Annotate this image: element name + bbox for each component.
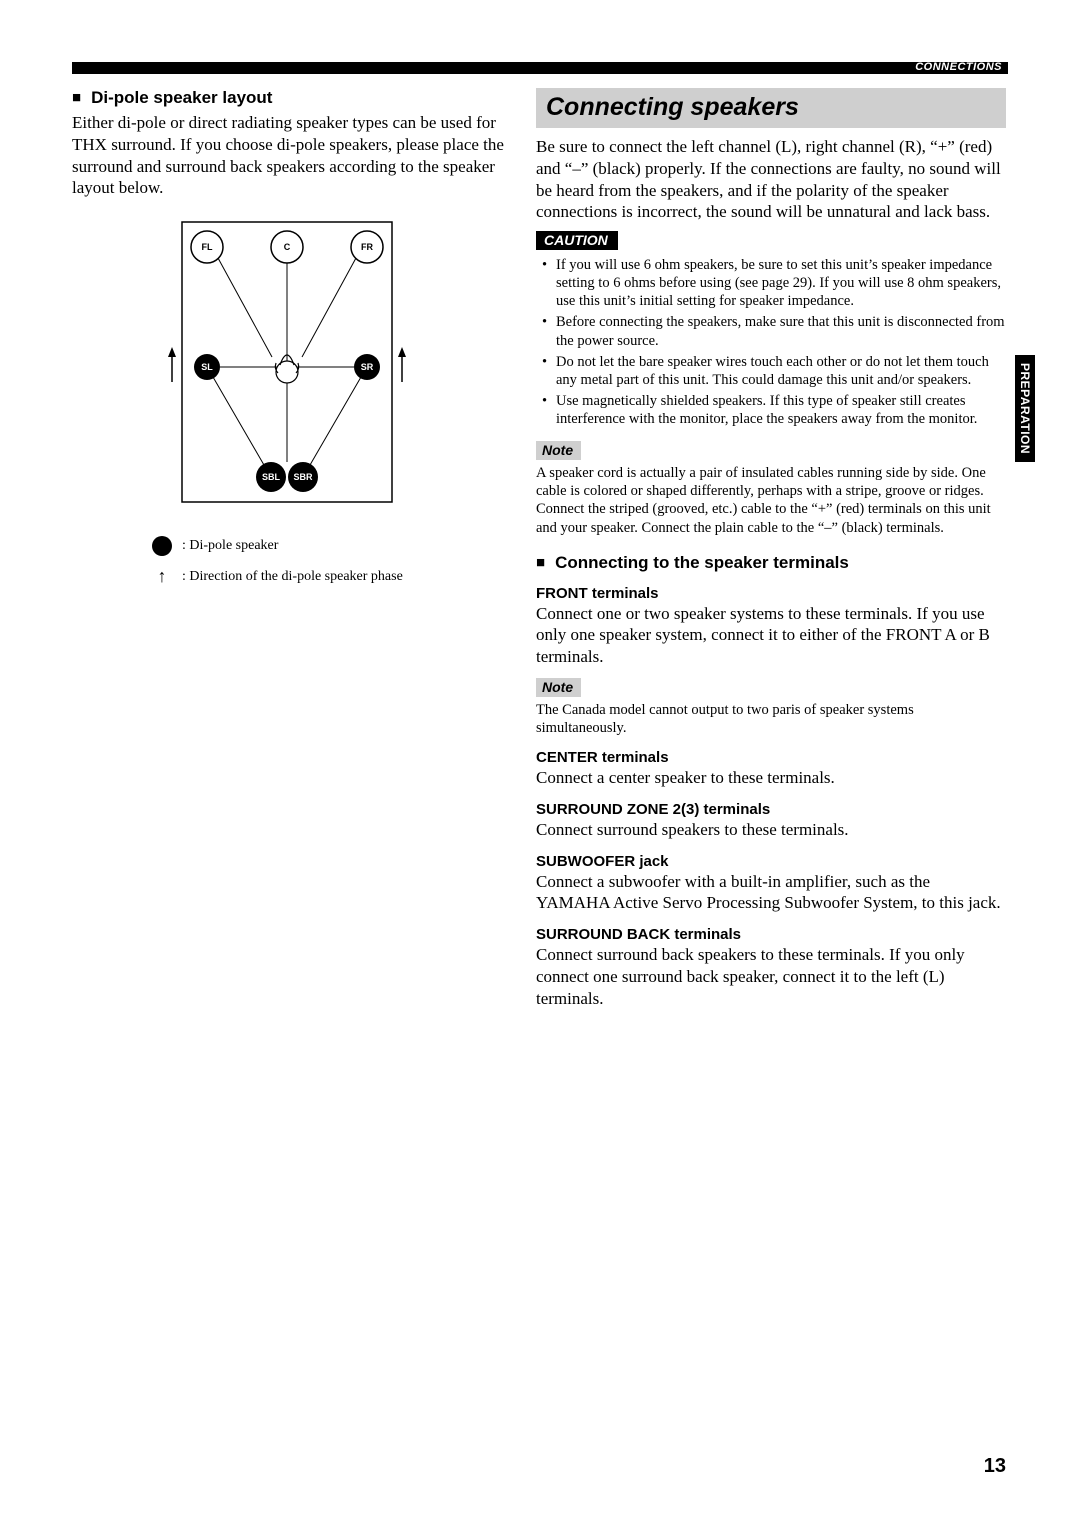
legend-row-dipole: : Di-pole speaker [152,536,512,556]
legend-text-2: : Direction of the di-pole speaker phase [182,569,403,585]
front-paragraph: Connect one or two speaker systems to th… [536,603,1006,668]
diag-sr: SR [361,362,374,372]
content-columns: Di-pole speaker layout Either di-pole or… [72,88,1008,1009]
caution-item: If you will use 6 ohm speakers, be sure … [548,256,1006,310]
diag-fl: FL [202,242,213,252]
right-heading-2: Connecting to the speaker terminals [536,553,1006,573]
diag-fr: FR [361,242,373,252]
legend-text-1: : Di-pole speaker [182,538,278,554]
right-column: Connecting speakers Be sure to connect t… [536,88,1006,1009]
center-heading: CENTER terminals [536,749,1006,766]
intro-paragraph: Be sure to connect the left channel (L),… [536,136,1006,223]
note-label-2: Note [536,678,581,697]
speaker-layout-diagram: FL C FR SL SR SBL SBR [162,217,422,522]
surround-paragraph: Connect surround speakers to these termi… [536,819,1006,841]
legend-row-arrow: ↑ : Direction of the di-pole speaker pha… [152,566,512,587]
caution-item: Do not let the bare speaker wires touch … [548,353,1006,389]
caution-label: CAUTION [536,231,618,250]
left-column: Di-pole speaker layout Either di-pole or… [72,88,512,1009]
caution-item: Use magnetically shielded speakers. If t… [548,392,1006,428]
header-bar: CONNECTIONS [72,62,1008,74]
subwoofer-paragraph: Connect a subwoofer with a built-in ampl… [536,871,1006,915]
note-label-1: Note [536,441,581,460]
caution-item: Before connecting the speakers, make sur… [548,313,1006,349]
front-heading: FRONT terminals [536,585,1006,602]
header-section-label: CONNECTIONS [915,61,1002,73]
note-text-2: The Canada model cannot output to two pa… [536,701,1006,737]
legend-dot-icon [152,536,172,556]
note-text-1: A speaker cord is actually a pair of ins… [536,464,1006,537]
legend-arrow-icon: ↑ [152,566,172,587]
subwoofer-heading: SUBWOOFER jack [536,853,1006,870]
left-heading: Di-pole speaker layout [72,88,512,108]
diag-sbr: SBR [293,472,313,482]
side-tab: PREPARATION [1015,355,1035,462]
diag-sbl: SBL [262,472,281,482]
caution-list: If you will use 6 ohm speakers, be sure … [536,256,1006,428]
diag-c: C [284,242,291,252]
page-number: 13 [984,1455,1006,1478]
center-paragraph: Connect a center speaker to these termin… [536,767,1006,789]
surround-back-paragraph: Connect surround back speakers to these … [536,944,1006,1009]
diagram-legend: : Di-pole speaker ↑ : Direction of the d… [152,536,512,587]
diag-sl: SL [201,362,213,372]
section-title: Connecting speakers [536,88,1006,128]
left-paragraph: Either di-pole or direct radiating speak… [72,112,512,199]
surround-heading: SURROUND ZONE 2(3) terminals [536,801,1006,818]
surround-back-heading: SURROUND BACK terminals [536,926,1006,943]
